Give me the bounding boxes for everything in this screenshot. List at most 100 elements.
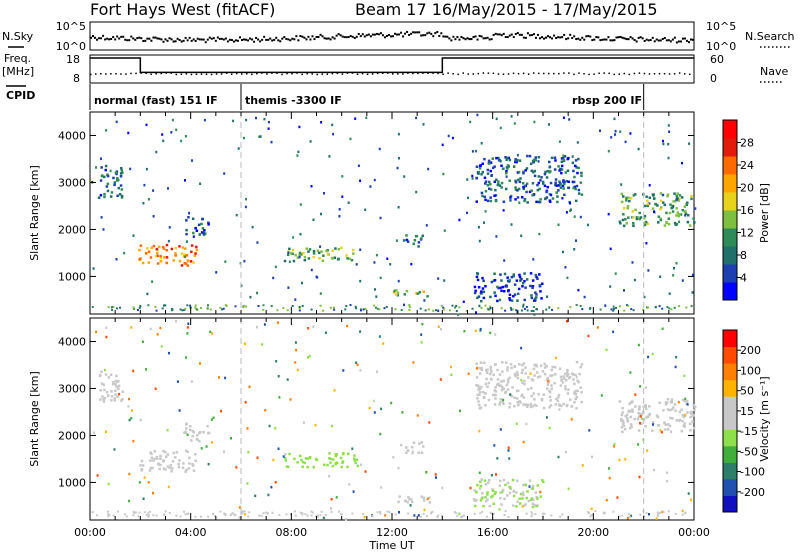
- scatter-cell: [668, 307, 671, 310]
- scatter-cell: [500, 307, 503, 310]
- nsky-point: [176, 37, 179, 40]
- scatter-cell: [471, 177, 474, 180]
- scatter-cell: [693, 408, 696, 412]
- scatter-cell: [298, 125, 301, 129]
- scatter-cell: [119, 172, 123, 175]
- scatter-cell: [477, 400, 480, 403]
- scatter-cell: [492, 393, 495, 397]
- scatter-cell: [638, 405, 641, 408]
- scatter-cell: [506, 381, 510, 384]
- scatter-cell: [531, 487, 534, 490]
- scatter-cell: [115, 258, 118, 261]
- scatter-cell: [482, 296, 486, 300]
- nsky-point: [333, 37, 336, 40]
- scatter-cell: [115, 179, 119, 182]
- scatter-cell: [508, 279, 511, 282]
- scatter-cell: [608, 467, 611, 470]
- scatter-cell: [522, 303, 525, 307]
- scatter-cell: [185, 228, 188, 232]
- scatter-cell: [207, 221, 210, 224]
- nsky-point: [613, 39, 616, 42]
- scatter-cell: [447, 134, 450, 138]
- nsky-point: [551, 37, 554, 40]
- scatter-cell: [674, 200, 677, 203]
- scatter-cell: [396, 294, 400, 297]
- scatter-cell: [307, 356, 309, 359]
- y-tick-label: 2000: [58, 223, 86, 236]
- scatter-cell: [348, 257, 351, 261]
- scatter-cell: [625, 196, 628, 200]
- nsky-point: [243, 38, 246, 41]
- colorbar-tick-label: 100: [740, 364, 761, 377]
- scatter-cell: [480, 367, 484, 370]
- scatter-cell: [455, 310, 458, 312]
- scatter-cell: [159, 326, 162, 330]
- nsearch-tick-high: 10^5: [706, 20, 736, 33]
- scatter-cell: [489, 196, 492, 199]
- nsky-point: [667, 39, 670, 42]
- scatter-cell: [663, 224, 667, 227]
- scatter-cell: [501, 361, 504, 364]
- nave-point: [568, 72, 570, 74]
- scatter-cell: [99, 194, 103, 197]
- scatter-cell: [615, 306, 617, 309]
- scatter-cell: [307, 250, 310, 253]
- scatter-cell: [341, 195, 344, 198]
- colorbar-cell: [723, 174, 737, 193]
- scatter-cell: [614, 129, 617, 133]
- scatter-cell: [634, 208, 637, 212]
- scatter-cell: [533, 158, 536, 162]
- nave-point: [271, 72, 273, 74]
- scatter-cell: [532, 193, 535, 197]
- scatter-cell: [499, 398, 503, 401]
- scatter-cell: [352, 248, 355, 252]
- scatter-cell: [637, 408, 641, 411]
- colorbar-cell: [723, 228, 737, 247]
- scatter-cell: [238, 516, 241, 519]
- scatter-cell: [562, 116, 565, 119]
- scatter-cell: [412, 242, 415, 246]
- scatter-cell: [544, 197, 547, 201]
- scatter-cell: [522, 305, 524, 308]
- nsky-point: [430, 32, 433, 35]
- scatter-cell: [688, 224, 692, 227]
- scatter-cell: [230, 437, 232, 440]
- y-tick-label: 3000: [58, 382, 86, 395]
- scatter-cell: [396, 166, 399, 170]
- scatter-cell: [123, 251, 126, 255]
- scatter-cell: [294, 510, 296, 513]
- scatter-cell: [185, 254, 189, 257]
- scatter-cell: [557, 165, 560, 168]
- scatter-cell: [646, 199, 649, 202]
- scatter-cell: [646, 202, 650, 206]
- scatter-cell: [678, 220, 681, 224]
- scatter-cell: [115, 374, 118, 378]
- scatter-cell: [230, 513, 233, 516]
- scatter-cell: [678, 418, 682, 422]
- scatter-cell: [510, 308, 513, 311]
- scatter-cell: [141, 464, 145, 467]
- scatter-cell: [580, 193, 584, 196]
- nsky-point: [299, 35, 302, 38]
- scatter-cell: [484, 382, 488, 386]
- scatter-cell: [565, 370, 569, 374]
- scatter-cell: [224, 304, 227, 307]
- scatter-cell: [567, 487, 570, 491]
- scatter-cell: [666, 408, 670, 411]
- scatter-cell: [539, 198, 542, 201]
- scatter-cell: [270, 485, 273, 489]
- scatter-cell: [580, 363, 584, 366]
- nsky-point: [526, 32, 529, 35]
- scatter-cell: [100, 370, 103, 373]
- scatter-cell: [693, 207, 697, 210]
- scatter-cell: [422, 123, 425, 126]
- scatter-cell: [561, 513, 564, 516]
- scatter-cell: [534, 491, 538, 494]
- scatter-cell: [522, 396, 526, 399]
- scatter-cell: [620, 426, 624, 429]
- scatter-cell: [531, 286, 534, 290]
- nsky-point: [150, 39, 153, 42]
- nave-point: [326, 73, 329, 75]
- scatter-cell: [371, 515, 374, 517]
- colorbar-cell: [723, 429, 737, 447]
